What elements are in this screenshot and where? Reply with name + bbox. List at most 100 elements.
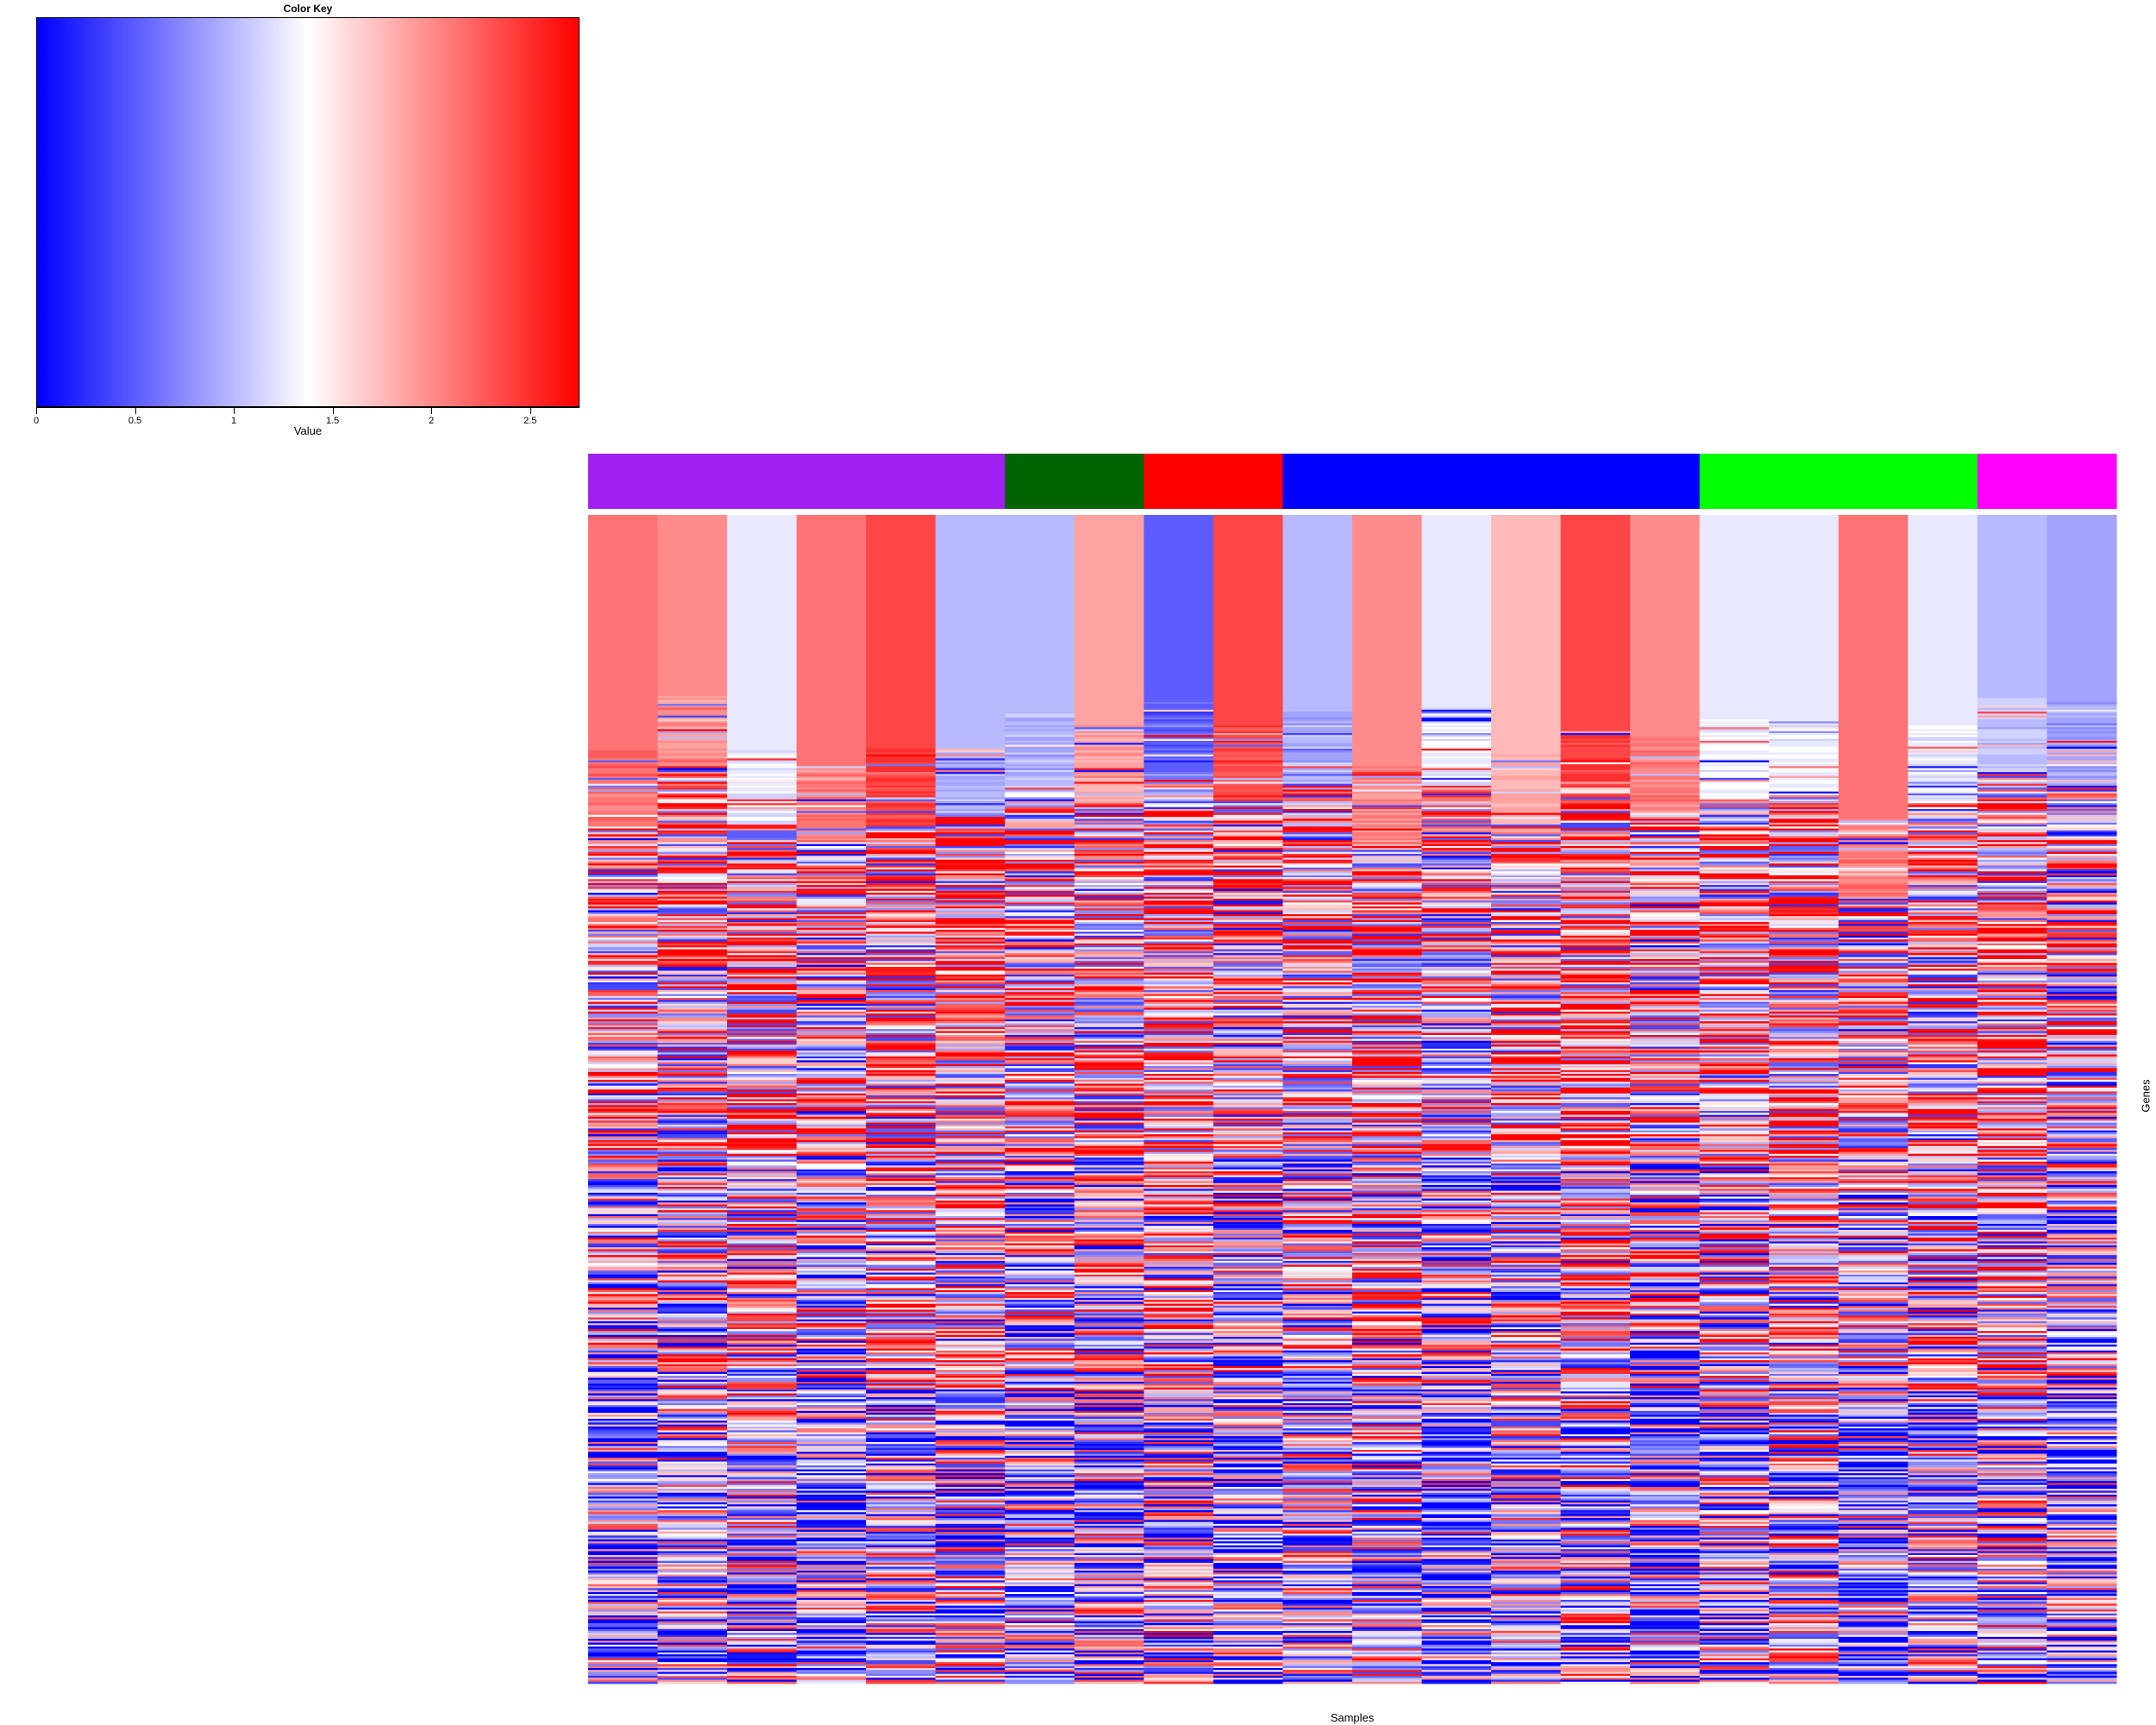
heatmap-cell bbox=[935, 1603, 1006, 1607]
heatmap-cell bbox=[588, 1605, 659, 1609]
heatmap-cell bbox=[1074, 1029, 1144, 1032]
heatmap-cell bbox=[935, 1025, 1006, 1028]
heatmap-cell bbox=[1005, 856, 1075, 858]
heatmap-cell bbox=[1213, 900, 1284, 906]
heatmap-cell bbox=[866, 1076, 937, 1081]
heatmap-cell bbox=[1074, 1056, 1144, 1059]
heatmap-cell bbox=[866, 939, 937, 942]
heatmap-cell bbox=[935, 1625, 1006, 1628]
heatmap-cell bbox=[796, 1155, 867, 1158]
heatmap-cell bbox=[866, 762, 937, 765]
heatmap-cell bbox=[935, 1489, 1006, 1491]
heatmap-cell bbox=[727, 1082, 798, 1084]
heatmap-cell bbox=[796, 1139, 867, 1143]
heatmap-cell bbox=[727, 837, 798, 841]
sample-group-bar bbox=[1421, 454, 1492, 509]
heatmap-cell bbox=[866, 1471, 937, 1474]
heatmap-cell bbox=[796, 978, 867, 982]
heatmap-cell bbox=[796, 1477, 867, 1480]
heatmap-cell bbox=[796, 1554, 867, 1558]
heatmap-cell bbox=[935, 1586, 1006, 1589]
heatmap-cell bbox=[866, 1605, 937, 1609]
heatmap-cell bbox=[1074, 817, 1144, 819]
heatmap-cell bbox=[796, 1568, 867, 1571]
heatmap-cell bbox=[1282, 887, 1353, 889]
heatmap-cell bbox=[866, 953, 937, 956]
heatmap-cell bbox=[1005, 1151, 1075, 1155]
heatmap-cell bbox=[935, 775, 1006, 781]
heatmap-cell bbox=[866, 881, 937, 884]
heatmap-cell bbox=[657, 1514, 728, 1517]
heatmap-cell bbox=[727, 803, 798, 806]
heatmap-cell bbox=[1144, 1232, 1214, 1234]
heatmap-cell bbox=[935, 1444, 1006, 1446]
heatmap-cell bbox=[796, 1621, 867, 1624]
heatmap-cell bbox=[1144, 1266, 1214, 1270]
heatmap-cell bbox=[796, 1280, 867, 1283]
heatmap-cell bbox=[727, 1297, 798, 1301]
heatmap-cell bbox=[1213, 1475, 1284, 1480]
heatmap-cell bbox=[1282, 964, 1353, 968]
heatmap-cell bbox=[727, 1523, 798, 1527]
heatmap-cell bbox=[588, 1350, 659, 1353]
heatmap-cell bbox=[866, 1371, 937, 1375]
heatmap-cell bbox=[866, 873, 937, 876]
heatmap-cell bbox=[1213, 1410, 1284, 1414]
heatmap-cell bbox=[1144, 1346, 1214, 1349]
heatmap-cell bbox=[727, 1089, 798, 1092]
heatmap-cell bbox=[727, 980, 798, 983]
heatmap-cell bbox=[796, 941, 867, 944]
heatmap-cell bbox=[1074, 811, 1144, 813]
heatmap-cell bbox=[1144, 1159, 1214, 1163]
heatmap-cell bbox=[866, 910, 937, 913]
heatmap-cell bbox=[1213, 1037, 1284, 1039]
heatmap-cell bbox=[1213, 806, 1284, 810]
heatmap-cell bbox=[796, 1037, 867, 1039]
heatmap-cell bbox=[935, 1345, 1006, 1347]
heatmap-cell bbox=[1005, 1546, 1075, 1550]
heatmap-cell bbox=[1213, 1458, 1284, 1460]
heatmap-cell bbox=[1074, 1052, 1144, 1055]
heatmap-cell bbox=[935, 1182, 1006, 1186]
heatmap-cell bbox=[1074, 1208, 1144, 1211]
heatmap-cell bbox=[1005, 1654, 1075, 1657]
heatmap-cell bbox=[588, 1370, 659, 1373]
color-key-tick-label: 0 bbox=[33, 416, 40, 426]
heatmap-cell bbox=[1074, 1037, 1144, 1039]
heatmap-cell bbox=[935, 1672, 1006, 1675]
heatmap-cell bbox=[588, 1009, 659, 1013]
heatmap-cell bbox=[796, 970, 867, 974]
heatmap-cell bbox=[935, 1546, 1006, 1550]
heatmap-cell bbox=[1213, 1268, 1284, 1271]
heatmap-cell bbox=[657, 1195, 728, 1197]
heatmap-cell bbox=[796, 869, 867, 872]
heatmap-cell bbox=[1005, 1145, 1075, 1149]
heatmap-cell bbox=[727, 1607, 798, 1610]
heatmap-cell bbox=[866, 1512, 937, 1515]
heatmap-cell bbox=[1005, 1284, 1075, 1287]
heatmap-cell bbox=[1005, 1379, 1075, 1383]
heatmap-cell bbox=[935, 1475, 1006, 1478]
heatmap-cell bbox=[935, 1438, 1006, 1441]
heatmap-cell bbox=[935, 1171, 1006, 1174]
heatmap-cell bbox=[1144, 976, 1214, 979]
heatmap-cell bbox=[1213, 1342, 1284, 1346]
heatmap-cell bbox=[657, 1305, 728, 1308]
heatmap-cell bbox=[1213, 1565, 1284, 1570]
heatmap-cell bbox=[1213, 1667, 1284, 1671]
heatmap-cell bbox=[657, 1393, 728, 1396]
heatmap-cell bbox=[727, 840, 798, 843]
heatmap-cell bbox=[1074, 1247, 1144, 1250]
heatmap-cell bbox=[796, 1681, 867, 1684]
heatmap-cell bbox=[1005, 1368, 1075, 1371]
heatmap-cell bbox=[1282, 1421, 1353, 1423]
heatmap-cell bbox=[866, 1597, 937, 1601]
heatmap-cell bbox=[588, 1469, 659, 1472]
heatmap-cell bbox=[657, 750, 728, 753]
heatmap-cell bbox=[1213, 1114, 1284, 1118]
heatmap-cell bbox=[1074, 875, 1144, 878]
heatmap-cell bbox=[1282, 856, 1353, 858]
heatmap-cell bbox=[935, 811, 1006, 813]
heatmap-cell bbox=[1074, 1258, 1144, 1262]
heatmap-cell bbox=[657, 980, 728, 983]
